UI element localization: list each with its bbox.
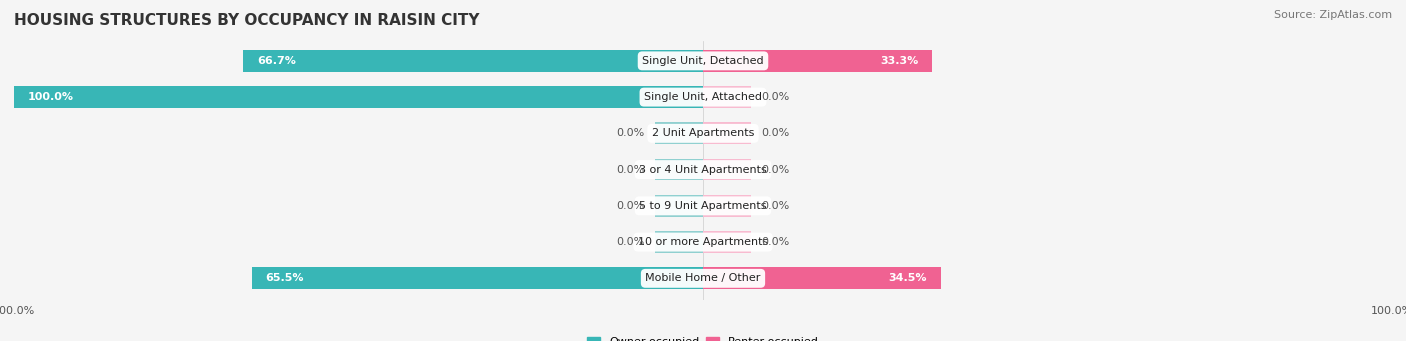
- Bar: [703, 267, 941, 289]
- Bar: [252, 267, 703, 289]
- Bar: [655, 159, 703, 180]
- Bar: [14, 86, 703, 108]
- Text: 66.7%: 66.7%: [257, 56, 297, 66]
- Text: 10 or more Apartments: 10 or more Apartments: [638, 237, 768, 247]
- FancyBboxPatch shape: [0, 85, 1406, 327]
- Text: Single Unit, Attached: Single Unit, Attached: [644, 92, 762, 102]
- Text: Source: ZipAtlas.com: Source: ZipAtlas.com: [1274, 10, 1392, 20]
- Text: 0.0%: 0.0%: [762, 92, 790, 102]
- Bar: [703, 50, 932, 72]
- Text: Mobile Home / Other: Mobile Home / Other: [645, 273, 761, 283]
- Text: 0.0%: 0.0%: [616, 128, 644, 138]
- Bar: [655, 122, 703, 144]
- Text: 0.0%: 0.0%: [762, 237, 790, 247]
- Bar: [655, 231, 703, 253]
- Bar: [703, 231, 751, 253]
- Legend: Owner-occupied, Renter-occupied: Owner-occupied, Renter-occupied: [582, 332, 824, 341]
- Text: 0.0%: 0.0%: [762, 165, 790, 175]
- FancyBboxPatch shape: [0, 121, 1406, 341]
- Text: 0.0%: 0.0%: [762, 201, 790, 211]
- Bar: [655, 195, 703, 217]
- Bar: [243, 50, 703, 72]
- Text: 0.0%: 0.0%: [762, 128, 790, 138]
- Bar: [703, 195, 751, 217]
- Text: 3 or 4 Unit Apartments: 3 or 4 Unit Apartments: [640, 165, 766, 175]
- FancyBboxPatch shape: [0, 13, 1406, 254]
- FancyBboxPatch shape: [0, 0, 1406, 218]
- FancyBboxPatch shape: [0, 158, 1406, 341]
- Bar: [703, 86, 751, 108]
- Text: 65.5%: 65.5%: [266, 273, 304, 283]
- Text: 5 to 9 Unit Apartments: 5 to 9 Unit Apartments: [640, 201, 766, 211]
- Text: 0.0%: 0.0%: [616, 165, 644, 175]
- Text: 33.3%: 33.3%: [880, 56, 918, 66]
- Bar: [703, 159, 751, 180]
- Text: 2 Unit Apartments: 2 Unit Apartments: [652, 128, 754, 138]
- Text: 0.0%: 0.0%: [616, 201, 644, 211]
- Text: 0.0%: 0.0%: [616, 237, 644, 247]
- Text: 100.0%: 100.0%: [28, 92, 75, 102]
- Text: HOUSING STRUCTURES BY OCCUPANCY IN RAISIN CITY: HOUSING STRUCTURES BY OCCUPANCY IN RAISI…: [14, 13, 479, 28]
- FancyBboxPatch shape: [0, 0, 1406, 181]
- FancyBboxPatch shape: [0, 49, 1406, 290]
- Text: 34.5%: 34.5%: [889, 273, 927, 283]
- Text: Single Unit, Detached: Single Unit, Detached: [643, 56, 763, 66]
- Bar: [703, 122, 751, 144]
